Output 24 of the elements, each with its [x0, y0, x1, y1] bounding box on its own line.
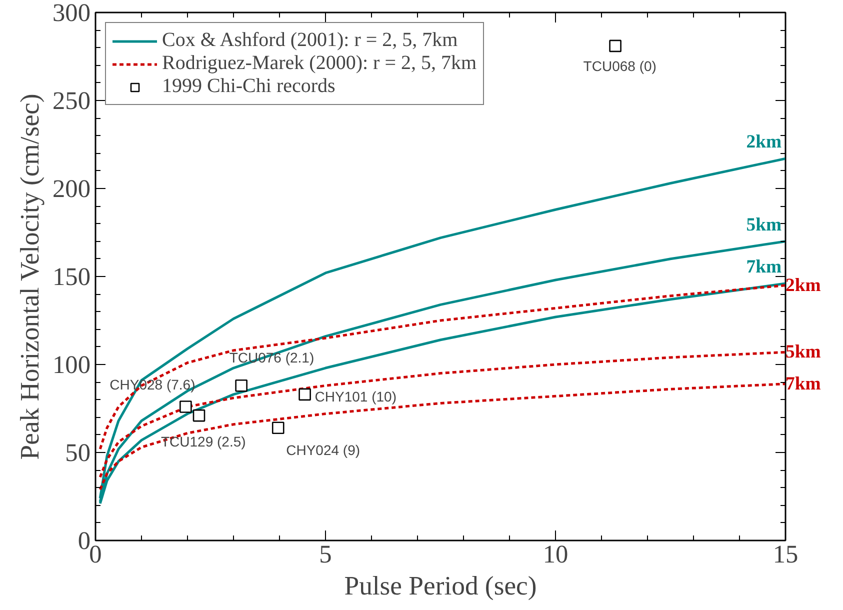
annotation: CHY101 (10)	[314, 388, 397, 404]
annotation: 2km	[746, 132, 782, 153]
y-tick-label: 300	[52, 0, 91, 27]
y-tick-label: 100	[52, 351, 91, 379]
y-tick-label: 250	[52, 87, 91, 115]
annotation: TCU129 (2.5)	[161, 434, 246, 450]
x-tick-label: 10	[542, 540, 568, 568]
legend-label: 1999 Chi-Chi records	[162, 75, 336, 98]
legend-label: Cox & Ashford (2001): r = 2, 5, 7km	[162, 29, 458, 52]
annotation: 5km	[786, 342, 822, 363]
legend-label: Rodriguez-Marek (2000): r = 2, 5, 7km	[162, 52, 477, 75]
annotation: 7km	[746, 256, 782, 278]
annotation: 2km	[786, 274, 822, 296]
y-tick-label: 200	[52, 175, 91, 203]
annotation: 7km	[786, 373, 822, 394]
x-tick-label: 5	[319, 540, 332, 568]
annotation: 5km	[746, 214, 782, 236]
annotation: TCU068 (0)	[583, 58, 656, 74]
x-tick-label: 15	[772, 540, 798, 568]
annotation: CHY024 (9)	[286, 442, 360, 458]
y-axis-title: Peak Horizontal Velocity (cm/sec)	[14, 94, 45, 460]
y-tick-label: 150	[52, 263, 91, 291]
x-axis-title: Pulse Period (sec)	[344, 570, 537, 600]
y-tick-label: 50	[65, 439, 90, 467]
